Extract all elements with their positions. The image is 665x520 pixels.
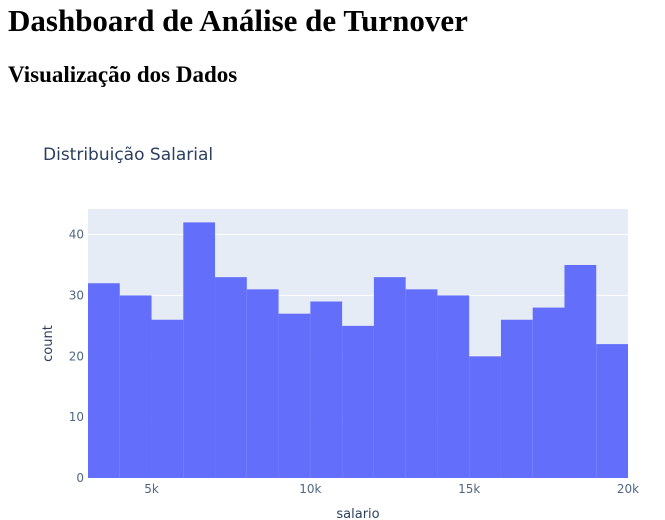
chart-svg: Distribuição Salarial 0 10 20 30 40 5k 10k 15k…	[41, 145, 639, 520]
histogram-bar	[151, 319, 184, 478]
histogram-bar	[342, 325, 374, 478]
histogram-chart: Distribuição Salarial 0 10 20 30 40 5k 10k 15k…	[0, 128, 665, 520]
bars	[88, 222, 628, 478]
histogram-bar	[215, 277, 247, 478]
histogram-bar	[183, 222, 216, 478]
histogram-bar	[119, 295, 152, 478]
histogram-bar	[564, 264, 597, 478]
x-axis-ticks: 5k 10k 15k 20k	[144, 482, 639, 496]
histogram-bar	[310, 301, 343, 478]
y-tick-label: 40	[69, 228, 84, 242]
histogram-bar	[500, 319, 533, 478]
y-axis-title: count	[41, 325, 56, 362]
x-tick-label: 20k	[617, 482, 639, 496]
y-axis-ticks: 0 10 20 30 40	[69, 228, 84, 485]
section-title: Visualização dos Dados	[8, 62, 238, 87]
chart-title: Distribuição Salarial	[43, 145, 213, 165]
histogram-bar	[437, 295, 470, 478]
y-tick-label: 30	[69, 288, 84, 302]
page-title: Dashboard de Análise de Turnover	[8, 3, 468, 38]
x-tick-label: 15k	[458, 482, 480, 496]
histogram-bar	[88, 283, 120, 478]
histogram-bar	[278, 313, 311, 478]
histogram-bar	[373, 277, 406, 478]
histogram-bar	[469, 356, 501, 478]
x-tick-label: 10k	[299, 482, 321, 496]
histogram-bar	[532, 307, 565, 478]
y-tick-label: 20	[69, 349, 84, 363]
histogram-bar	[405, 289, 438, 478]
histogram-bar	[596, 344, 628, 478]
histogram-bar	[246, 289, 279, 478]
y-tick-label: 10	[69, 410, 84, 424]
x-axis-title: salario	[336, 507, 379, 520]
x-tick-label: 5k	[144, 482, 159, 496]
y-tick-label: 0	[76, 471, 84, 485]
